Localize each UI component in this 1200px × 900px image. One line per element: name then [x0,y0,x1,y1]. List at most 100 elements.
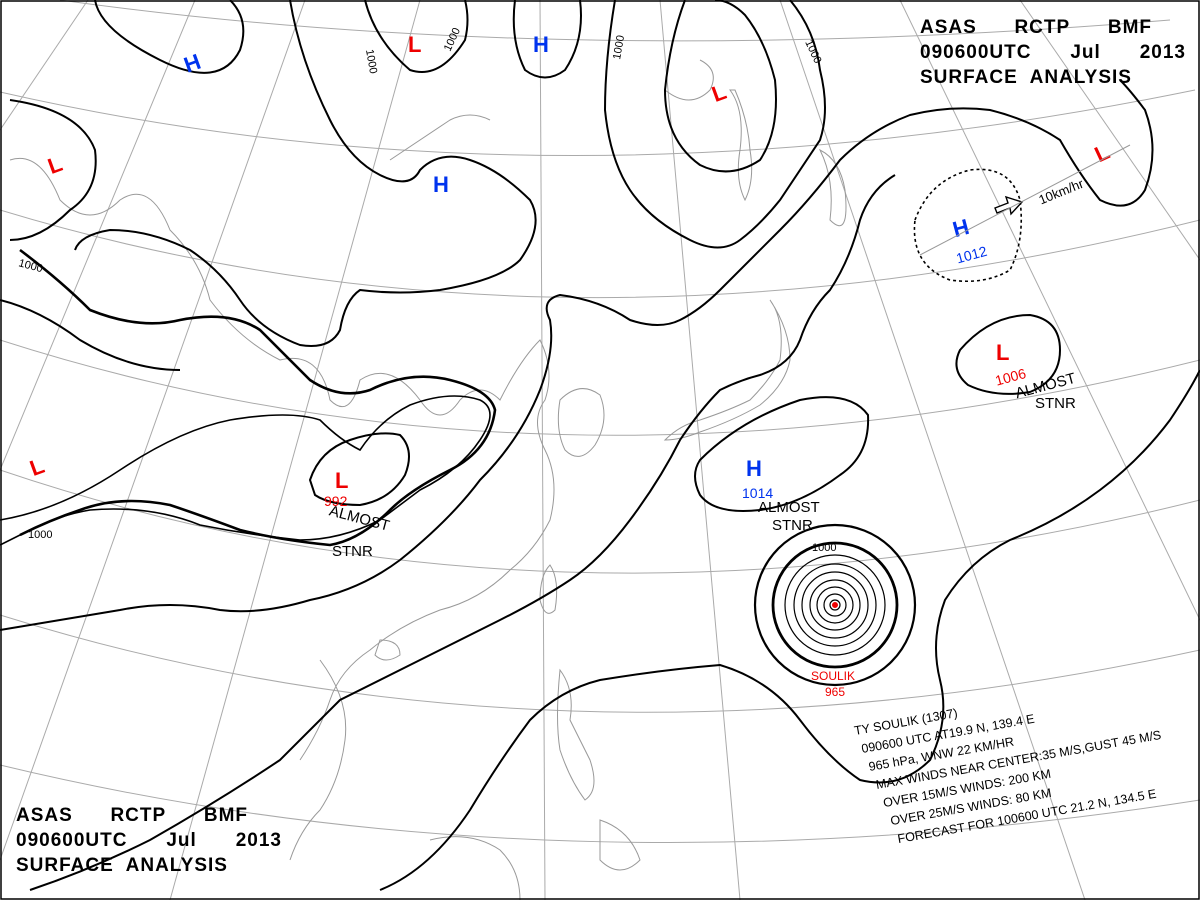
header-top-line2: 090600UTC Jul 2013 [920,40,1186,65]
isobar [74,0,537,347]
isobar-label: 1000 [28,529,52,541]
almost-stationary-label: STNR [772,517,813,534]
typhoon-ring [784,554,886,656]
longitude-line [0,0,306,861]
isobar [19,248,497,547]
header-text: 090600UTC [920,42,1032,63]
high-pressure-centers: H H H H H 1012 1014 [180,32,988,501]
latitude-line [0,209,1200,299]
high-pressure-symbol: H [533,32,549,57]
typhoon-ring [829,599,841,611]
movement-track-line [919,144,1131,256]
longitude-line [0,0,196,471]
isobar [512,0,582,79]
longitude-line [169,0,421,900]
low-pressure-value: 1006 [993,365,1027,389]
isobar [663,0,777,173]
typhoon-center-icon [832,602,838,608]
isobar [0,395,491,546]
typhoon-soulik [753,523,917,687]
header-text: Jul [166,830,197,851]
longitude-line [659,0,741,900]
typhoon-ring [771,541,899,669]
header-text: 2013 [1139,42,1186,63]
header-top-line1: ASAS RCTP BMF [920,15,1152,40]
coastline-mindanao [599,819,641,871]
high-pressure-symbol: H [746,456,762,481]
header-text: RCTP [110,805,167,826]
movement-arrow-icon [994,195,1024,216]
low-pressure-centers: L L L L L L L 1006 992 [26,32,1113,509]
isobar-label: 1000 [812,542,836,554]
header-text: BMF [203,805,248,826]
typhoon-pressure: 965 [825,685,845,699]
isobar [29,174,896,891]
coastline-indochina [289,659,347,861]
coastline-borneo [429,836,521,900]
coastline-hainan [374,639,401,661]
isobar [308,432,410,507]
typhoon-ring [801,571,869,639]
almost-stationary-label: STNR [332,543,373,560]
typhoon-name: SOULIK [811,669,855,683]
isobar [694,396,870,512]
isobar [379,369,1200,891]
coastline-korea [557,388,605,457]
coastline-japan [663,299,791,441]
almost-stationary-label: STNR [1035,395,1076,412]
header-text: 090600UTC [16,830,128,851]
header-top-line3: SURFACE ANALYSIS [920,67,1132,88]
typhoon-ring [793,563,877,647]
isobar-label: 1000 [611,34,627,60]
high-pressure-symbol: H [950,214,972,242]
typhoon-ring [823,593,847,617]
header-bottom-line2: 090600UTC Jul 2013 [16,828,282,853]
header-bottom-line1: ASAS RCTP BMF [16,803,248,828]
isobar [955,313,1062,395]
latitude-line [0,89,1196,156]
coastline-sakhalin [729,89,753,202]
low-pressure-symbol: L [996,340,1009,365]
header-text: ASAS [16,805,73,826]
header-text: RCTP [1014,17,1071,38]
header-text: ASAS [920,17,977,38]
typhoon-ring [816,586,854,624]
longitude-line [779,0,1086,900]
longitude-line [539,0,546,900]
isobar [0,299,181,371]
high-pressure-value: 1014 [742,485,773,501]
low-pressure-value: 992 [324,493,348,509]
isobar [364,0,469,73]
longitude-line [899,0,1200,621]
isobar [9,99,97,241]
high-pressure-symbol: H [433,172,449,197]
header-text: BMF [1107,17,1152,38]
coastline-okhotsk [664,59,714,101]
header-bottom-line3: SURFACE ANALYSIS [16,855,228,876]
coastline-north [389,114,491,161]
latitude-line [0,764,1200,844]
header-top: ASAS RCTP BMF 090600UTC Jul 2013 SURFACE… [920,15,1186,90]
isobar [0,79,1154,631]
latitude-line [59,0,1171,42]
low-pressure-symbol: L [335,468,348,493]
low-pressure-symbol: L [408,32,421,57]
longitude-line [0,0,89,131]
isobar [913,168,1023,283]
header-text: 2013 [235,830,282,851]
isobar-label: 1000 [363,48,379,74]
coastline-taiwan [539,564,558,614]
isobar [94,0,245,74]
header-text: Jul [1070,42,1101,63]
high-pressure-value: 1012 [954,243,988,267]
header-bottom: ASAS RCTP BMF 090600UTC Jul 2013 SURFACE… [16,803,282,878]
isobar [603,0,826,249]
coastline-luzon [557,668,595,801]
almost-stationary-label: ALMOST [758,499,820,516]
typhoon-ring [809,579,861,631]
longitude-line [1019,0,1200,261]
